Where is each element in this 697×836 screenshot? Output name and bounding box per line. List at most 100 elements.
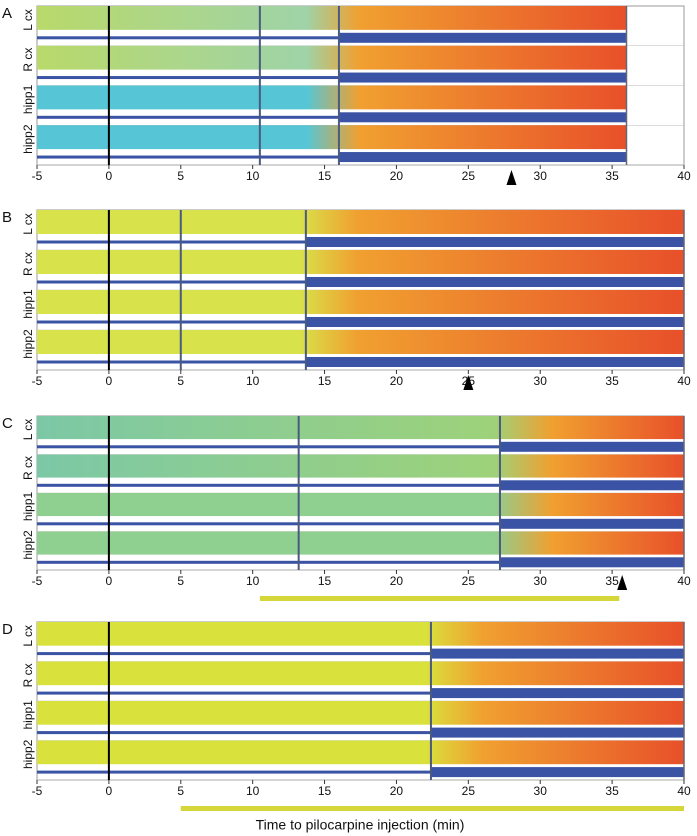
spectrogram xyxy=(37,661,684,686)
x-tick-label: 15 xyxy=(318,374,332,388)
x-tick-label: 10 xyxy=(246,784,260,798)
x-tick-label: 25 xyxy=(462,169,476,183)
panel-label: C xyxy=(2,415,13,432)
x-tick-label: 35 xyxy=(605,374,619,388)
x-tick-label: -5 xyxy=(32,784,43,798)
eeg-trace xyxy=(37,731,431,735)
eeg-trace xyxy=(338,32,627,43)
eeg-trace xyxy=(305,277,684,287)
eeg-trace xyxy=(37,240,306,244)
eeg-trace xyxy=(430,767,684,778)
x-tick-label: 0 xyxy=(106,169,113,183)
x-tick-label: 40 xyxy=(677,374,691,388)
spectrogram xyxy=(37,45,627,70)
eeg-trace xyxy=(499,518,684,529)
eeg-trace xyxy=(37,445,500,449)
channel-label: L cx xyxy=(21,213,35,235)
treatment-bar xyxy=(259,596,620,601)
x-tick-label: 5 xyxy=(177,574,184,588)
x-tick-label: 20 xyxy=(390,784,404,798)
eeg-trace xyxy=(37,483,500,487)
channel-label: hipp1 xyxy=(21,700,35,730)
x-tick-label: 25 xyxy=(462,784,476,798)
eeg-trace xyxy=(37,76,339,80)
channel-label: hipp2 xyxy=(21,530,35,560)
eeg-trace xyxy=(499,441,684,452)
eeg-trace xyxy=(338,72,627,83)
x-tick-label: 20 xyxy=(390,574,404,588)
channel-label: R cx xyxy=(21,252,35,276)
eeg-trace xyxy=(37,652,431,656)
x-tick-label: 20 xyxy=(390,169,404,183)
arrowhead xyxy=(463,375,474,390)
eeg-trace xyxy=(499,480,684,491)
spectrogram xyxy=(37,701,684,725)
x-tick-label: 15 xyxy=(318,574,332,588)
x-tick-label: 35 xyxy=(605,574,619,588)
eeg-trace xyxy=(37,770,431,774)
channel-label: hipp2 xyxy=(21,739,35,769)
treatment-bar xyxy=(180,806,684,811)
eeg-trace xyxy=(305,317,684,327)
x-tick-label: 5 xyxy=(177,374,184,388)
x-tick-label: 5 xyxy=(177,784,184,798)
eeg-trace xyxy=(37,360,306,364)
spectrogram xyxy=(37,416,684,440)
spectrogram xyxy=(37,330,684,354)
x-tick-label: 40 xyxy=(677,574,691,588)
channel-label: L cx xyxy=(21,9,35,31)
channel-label: hipp1 xyxy=(21,289,35,319)
panel-label: B xyxy=(2,209,12,226)
x-tick-label: 5 xyxy=(177,169,184,183)
spectrogram xyxy=(37,125,627,150)
spectrogram xyxy=(37,531,684,555)
x-tick-label: 10 xyxy=(246,169,260,183)
eeg-trace xyxy=(305,237,684,247)
eeg-trace xyxy=(430,688,684,699)
x-tick-label: -5 xyxy=(32,574,43,588)
channel-label: R cx xyxy=(21,456,35,480)
x-tick-label: 30 xyxy=(534,574,548,588)
x-tick-label: 35 xyxy=(605,784,619,798)
spectrogram xyxy=(37,250,684,274)
spectrogram xyxy=(37,740,684,765)
spectrogram xyxy=(37,290,684,314)
x-tick-label: 15 xyxy=(318,784,332,798)
channel-label: hipp2 xyxy=(21,124,35,154)
spectrogram xyxy=(37,6,627,30)
eeg-trace xyxy=(37,522,500,526)
x-tick-label: 0 xyxy=(106,574,113,588)
panel-label: A xyxy=(2,5,12,22)
channel-label: hipp2 xyxy=(21,329,35,359)
channel-label: hipp1 xyxy=(21,84,35,114)
x-tick-label: 30 xyxy=(534,169,548,183)
x-tick-label: 25 xyxy=(462,574,476,588)
channel-label: hipp1 xyxy=(21,491,35,521)
channel-label: L cx xyxy=(21,625,35,647)
eeg-trace xyxy=(37,155,339,159)
spectrogram xyxy=(37,622,684,646)
eeg-trace xyxy=(37,36,339,40)
eeg-trace xyxy=(338,152,627,163)
eeg-trace xyxy=(499,557,684,568)
eeg-trace xyxy=(37,691,431,695)
eeg-trace xyxy=(430,727,684,738)
x-tick-label: 30 xyxy=(534,374,548,388)
eeg-trace xyxy=(430,648,684,659)
x-tick-label: 10 xyxy=(246,374,260,388)
x-tick-label: 30 xyxy=(534,784,548,798)
channel-label: R cx xyxy=(21,663,35,687)
eeg-trace xyxy=(338,112,627,123)
eeg-trace xyxy=(37,280,306,284)
spectrogram xyxy=(37,85,627,110)
spectrogram xyxy=(37,210,684,234)
channel-label: L cx xyxy=(21,419,35,441)
x-tick-label: -5 xyxy=(32,374,43,388)
x-tick-label: 40 xyxy=(677,169,691,183)
x-tick-label: 0 xyxy=(106,374,113,388)
eeg-trace xyxy=(37,115,339,119)
panel-label: D xyxy=(2,621,13,638)
eeg-trace xyxy=(37,560,500,564)
arrowhead xyxy=(617,575,628,590)
